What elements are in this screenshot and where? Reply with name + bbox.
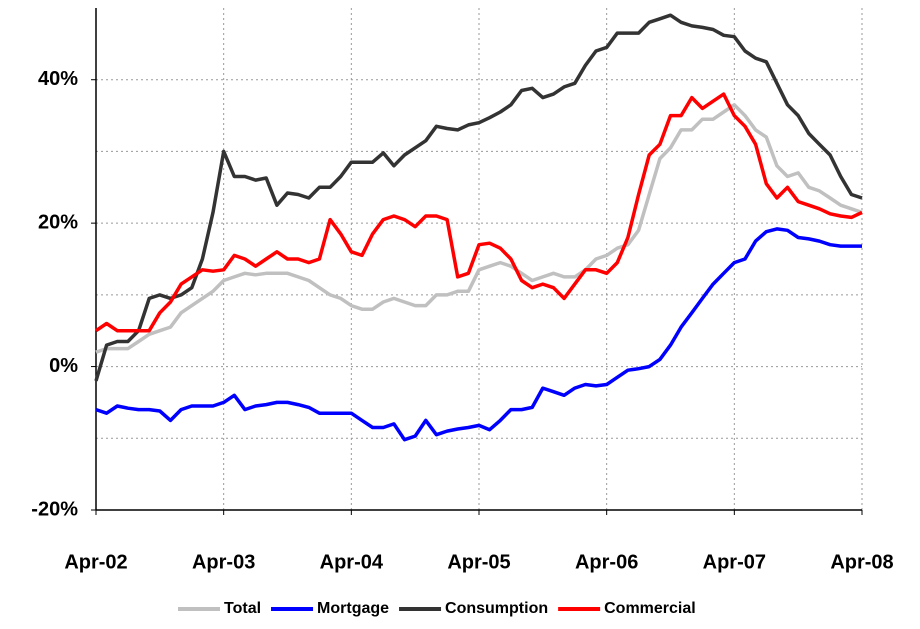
- x-tick-label: Apr-06: [575, 551, 638, 573]
- x-tick-label: Apr-04: [320, 551, 384, 573]
- x-tick-label: Apr-02: [64, 551, 127, 573]
- y-tick-label: 40%: [38, 68, 78, 90]
- x-tick-label: Apr-05: [447, 551, 510, 573]
- line-series: [95, 92, 863, 333]
- legend-label: Consumption: [445, 600, 548, 617]
- legend-label: Mortgage: [317, 600, 389, 617]
- legend-label: Commercial: [604, 600, 696, 617]
- line-series: [94, 13, 863, 382]
- y-tick-label: 0%: [49, 355, 78, 377]
- x-tick-label: Apr-03: [192, 551, 255, 573]
- x-tick-label: Apr-08: [830, 551, 893, 573]
- line-series: [95, 227, 862, 442]
- x-tick-label: Apr-07: [703, 551, 766, 573]
- legend-label: Total: [224, 600, 261, 617]
- y-tick-label: -20%: [31, 498, 78, 520]
- y-tick-label: 20%: [38, 211, 78, 233]
- line-series: [95, 103, 863, 354]
